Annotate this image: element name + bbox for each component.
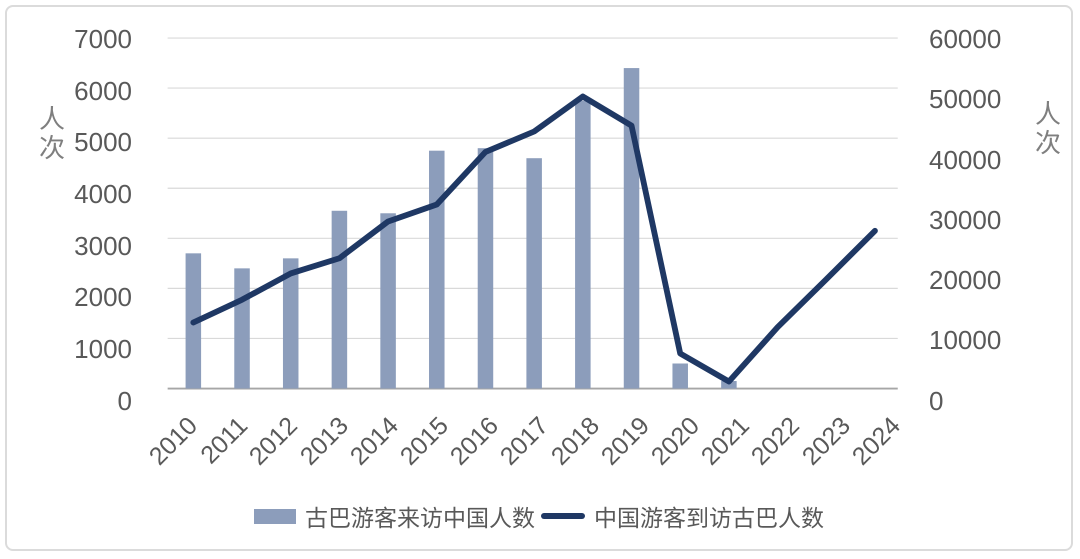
bar-2020: [672, 363, 688, 389]
right-axis-tick: 0: [929, 385, 944, 416]
bar-series-swatch: [254, 508, 296, 524]
bar-2014: [380, 213, 396, 389]
right-axis-tick: 10000: [929, 325, 1002, 356]
bar-2013: [331, 210, 348, 389]
bar-2018: [575, 100, 591, 389]
left-axis-tick: 3000: [74, 230, 132, 261]
bar-2017: [526, 158, 542, 389]
plot-area: [167, 37, 898, 390]
bar-2015: [429, 150, 445, 389]
left-axis-tick: 7000: [74, 24, 132, 54]
right-axis-tick: 60000: [929, 24, 1002, 54]
left-axis-tick: 0: [117, 385, 132, 416]
left-axis-tick: 2000: [74, 282, 132, 313]
right-axis-title: 人次: [1034, 99, 1061, 159]
chart-card: 人次 人次 0 1000 2000 3000 4000 5000 6000 7000 0 100…: [5, 5, 1073, 551]
bar-2012: [282, 258, 299, 389]
left-axis-tick: 6000: [74, 75, 132, 106]
line-series-swatch: [541, 513, 585, 519]
right-axis-tick: 30000: [929, 204, 1002, 235]
bar-series-label: 古巴游客来访中国人数: [305, 505, 535, 531]
legend-item-bar-series: 古巴游客来访中国人数: [254, 499, 535, 533]
bar-2019: [623, 68, 640, 389]
left-axis-tick: 1000: [74, 333, 132, 364]
bar-2016: [477, 148, 494, 389]
bar-2021: [721, 381, 737, 389]
bar-2011: [234, 268, 250, 389]
right-axis-tick: 20000: [929, 265, 1002, 295]
line-series-label: 中国游客到访古巴人数: [594, 505, 824, 531]
left-axis-tick: 5000: [74, 127, 132, 158]
right-axis-tick: 40000: [929, 144, 1002, 175]
left-axis-tick: 4000: [74, 178, 132, 209]
line-series: [190, 93, 878, 385]
left-axis-title: 人次: [38, 104, 65, 164]
right-axis-tick: 50000: [929, 84, 1002, 115]
legend: 古巴游客来访中国人数 中国游客到访古巴人数: [7, 499, 1071, 533]
legend-item-line-series: 中国游客到访古巴人数: [541, 499, 824, 533]
